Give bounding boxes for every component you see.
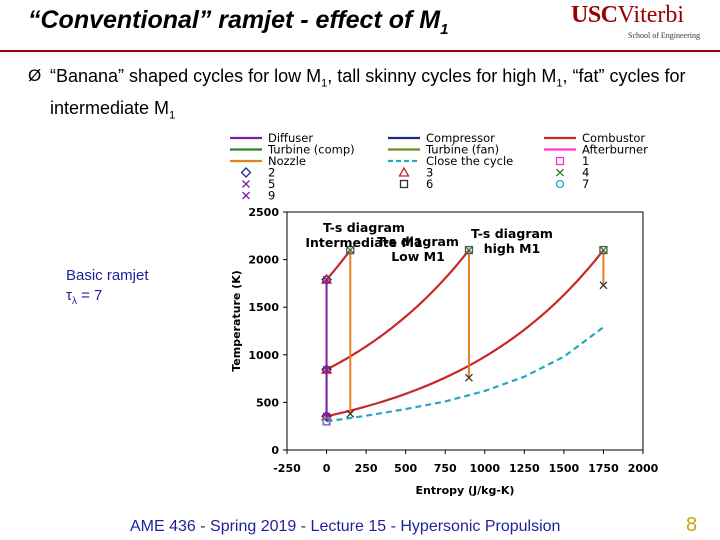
x-axis-label: Entropy (J/kg-K) bbox=[416, 484, 515, 497]
legend-label: 7 bbox=[582, 177, 589, 191]
plot-frame bbox=[286, 211, 644, 451]
annotation-intermediate: T-s diagram Intermediate M1 bbox=[305, 220, 422, 250]
state-marker-7 bbox=[322, 417, 331, 426]
page-number: 8 bbox=[686, 514, 698, 536]
legend-label: Afterburner bbox=[582, 143, 648, 157]
legend-label: Nozzle bbox=[268, 154, 306, 168]
x-tick-label: 0 bbox=[323, 462, 331, 475]
state-marker-4 bbox=[464, 246, 473, 255]
legend-marker-3 bbox=[398, 166, 410, 177]
state-marker-9 bbox=[464, 373, 473, 382]
state-marker-6 bbox=[464, 245, 474, 255]
state-marker-4 bbox=[599, 246, 608, 255]
x-tick-label: 500 bbox=[394, 462, 417, 475]
x-tick-label: 1250 bbox=[509, 462, 540, 475]
legend-marker-1 bbox=[555, 156, 565, 166]
legend-label: Diffuser bbox=[268, 131, 313, 145]
y-tick-label: 1000 bbox=[248, 349, 279, 362]
legend-label: 2 bbox=[268, 166, 275, 180]
x-tick-label: 250 bbox=[355, 462, 378, 475]
x-tick-label: 750 bbox=[434, 462, 457, 475]
x-tick-label: -250 bbox=[273, 462, 301, 475]
bullet-arrow-icon: Ø bbox=[28, 66, 42, 85]
combustor-curve-low-m1 bbox=[326, 249, 605, 418]
y-tick-label: 0 bbox=[271, 444, 279, 457]
state-marker-5 bbox=[322, 275, 331, 284]
legend-label: 1 bbox=[582, 154, 589, 168]
slide-title: “Conventional” ramjet - effect of M1 bbox=[28, 6, 449, 38]
side-note-tau: τλ = 7 bbox=[66, 287, 103, 307]
combustor-curve-intermediate-m1 bbox=[326, 249, 470, 371]
legend-label: Compressor bbox=[426, 131, 495, 145]
annotation-high: T-s diagram high M1 bbox=[471, 226, 553, 256]
legend-marker-5 bbox=[242, 180, 250, 188]
state-marker-3 bbox=[320, 273, 333, 284]
legend-marker-6 bbox=[399, 179, 409, 189]
footer: AME 436 - Spring 2019 - Lecture 15 - Hyp… bbox=[130, 518, 561, 535]
legend-label: Close the cycle bbox=[426, 154, 513, 168]
state-marker-4 bbox=[346, 246, 355, 255]
combustor-curve-high-m1 bbox=[325, 249, 352, 281]
legend-label: 5 bbox=[268, 177, 275, 191]
legend-label: 9 bbox=[268, 189, 275, 203]
bullet-text: “Banana” shaped cycles for low M1, tall … bbox=[50, 66, 686, 122]
side-note-title: Basic ramjet bbox=[66, 267, 149, 284]
legend-marker-4 bbox=[556, 168, 564, 177]
legend-label: Turbine (comp) bbox=[267, 143, 355, 157]
y-tick-label: 500 bbox=[256, 396, 279, 409]
x-tick-label: 1750 bbox=[588, 462, 619, 475]
legend-marker-2 bbox=[240, 167, 252, 178]
y-axis-label: Temperature (K) bbox=[230, 270, 243, 372]
usc-viterbi-logo: USCViterbi School of Engineering bbox=[571, 2, 700, 40]
legend-label: Turbine (fan) bbox=[425, 143, 499, 157]
x-tick-label: 2000 bbox=[628, 462, 659, 475]
annotation-low: T-s diagram Low M1 bbox=[377, 234, 459, 264]
legend-label: 3 bbox=[426, 166, 433, 180]
state-marker-6 bbox=[599, 245, 608, 255]
y-tick-label: 1500 bbox=[248, 301, 279, 314]
title-rule bbox=[0, 50, 720, 52]
legend-label: 6 bbox=[426, 177, 433, 191]
legend-label: 4 bbox=[582, 166, 589, 180]
side-note: Basic ramjet τλ = 7 bbox=[66, 266, 149, 312]
legend-marker-9 bbox=[242, 191, 250, 200]
state-marker-2 bbox=[321, 274, 332, 286]
legend-marker-7 bbox=[555, 179, 565, 189]
y-tick-label: 2000 bbox=[248, 254, 279, 267]
legend-label: Combustor bbox=[582, 131, 645, 145]
x-tick-label: 1500 bbox=[549, 462, 580, 475]
close-cycle-line bbox=[326, 326, 605, 423]
state-marker-9 bbox=[599, 281, 608, 290]
y-tick-label: 2500 bbox=[248, 206, 279, 219]
state-marker-9 bbox=[346, 409, 355, 418]
state-marker-6 bbox=[346, 245, 355, 255]
x-tick-label: 1000 bbox=[469, 462, 500, 475]
